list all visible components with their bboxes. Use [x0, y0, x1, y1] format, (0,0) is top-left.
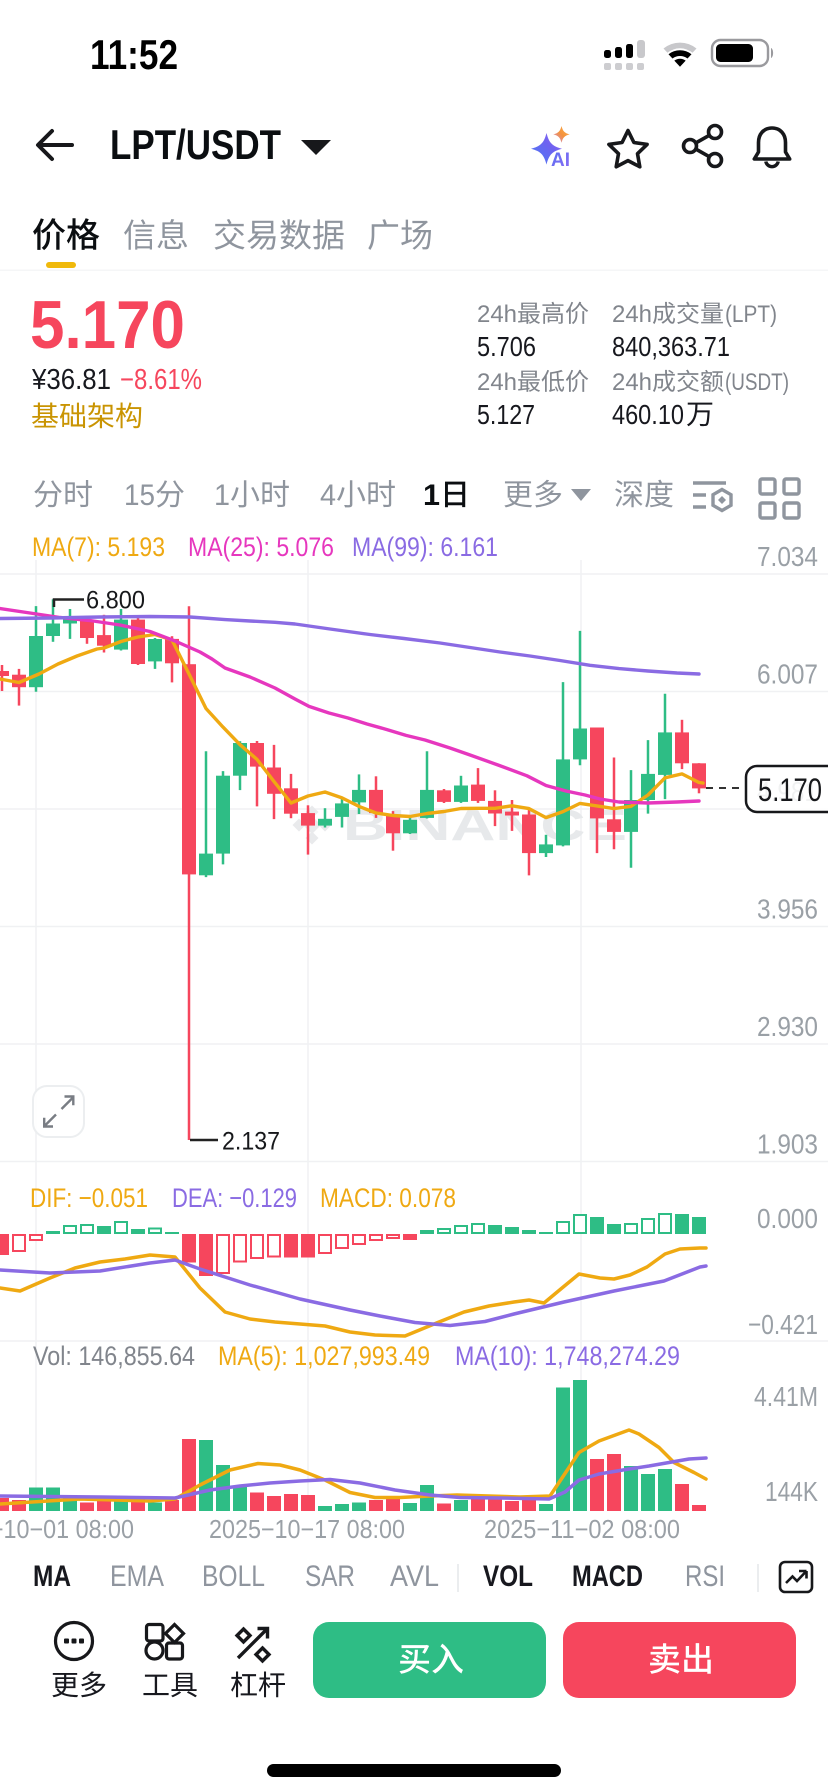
svg-text:5.127: 5.127 — [477, 399, 535, 430]
svg-text:MA(10): 1,748,274.29: MA(10): 1,748,274.29 — [455, 1341, 680, 1371]
svg-text:7.034: 7.034 — [757, 541, 818, 572]
svg-text:MA(7): 5.193: MA(7): 5.193 — [32, 532, 165, 562]
svg-text:VOL: VOL — [483, 1560, 533, 1593]
svg-text:−0.421: −0.421 — [748, 1309, 818, 1340]
svg-text:24h: 24h — [612, 369, 652, 396]
svg-text:460.10: 460.10 — [612, 399, 684, 430]
svg-text:(USDT): (USDT) — [725, 369, 789, 396]
svg-text:6.800: 6.800 — [86, 587, 145, 615]
svg-text:5.170: 5.170 — [758, 772, 822, 808]
svg-text:MA(5): 1,027,993.49: MA(5): 1,027,993.49 — [218, 1341, 430, 1371]
svg-text:4.41M: 4.41M — [754, 1381, 818, 1412]
svg-text:(LPT): (LPT) — [725, 301, 777, 328]
svg-text:3.956: 3.956 — [757, 894, 818, 925]
svg-text:MA: MA — [33, 1560, 71, 1593]
svg-text:SAR: SAR — [305, 1560, 355, 1593]
svg-text:24h: 24h — [477, 369, 517, 396]
svg-text:6.007: 6.007 — [757, 659, 818, 690]
svg-text:AVL: AVL — [390, 1560, 439, 1593]
svg-text:AI: AI — [551, 150, 570, 171]
svg-text:24h: 24h — [477, 301, 517, 328]
svg-text:2025−10−17 08:00: 2025−10−17 08:00 — [209, 1514, 405, 1544]
svg-text:LPT/USDT: LPT/USDT — [110, 121, 281, 168]
svg-text:MACD: 0.078: MACD: 0.078 — [320, 1183, 456, 1213]
svg-text:0.000: 0.000 — [757, 1203, 818, 1234]
svg-text:5.706: 5.706 — [477, 331, 536, 362]
svg-text:1: 1 — [214, 479, 230, 512]
svg-text:MA(25): 5.076: MA(25): 5.076 — [188, 532, 334, 562]
svg-text:¥36.81: ¥36.81 — [31, 364, 111, 396]
svg-text:MACD: MACD — [572, 1560, 643, 1593]
svg-text:2025−11−02 08:00: 2025−11−02 08:00 — [484, 1514, 680, 1544]
svg-text:2.137: 2.137 — [222, 1128, 280, 1156]
svg-text:1.903: 1.903 — [757, 1129, 818, 1160]
svg-text:BOLL: BOLL — [202, 1560, 265, 1593]
svg-text:DIF: −0.051: DIF: −0.051 — [30, 1183, 148, 1213]
svg-text:2025−10−01 08:00: 2025−10−01 08:00 — [0, 1514, 134, 1544]
svg-text:24h: 24h — [612, 301, 652, 328]
svg-text:Vol: 146,855.64: Vol: 146,855.64 — [33, 1341, 195, 1371]
svg-text:2.930: 2.930 — [757, 1011, 818, 1042]
svg-text:−8.61%: −8.61% — [120, 364, 202, 396]
svg-text:MA(99): 6.161: MA(99): 6.161 — [352, 532, 498, 562]
svg-text:1: 1 — [423, 479, 440, 512]
svg-text:15: 15 — [124, 479, 155, 512]
svg-text:5.170: 5.170 — [30, 287, 185, 363]
svg-text:840,363.71: 840,363.71 — [612, 331, 730, 362]
svg-text:4: 4 — [320, 479, 336, 512]
svg-text:EMA: EMA — [110, 1560, 164, 1593]
svg-text:DEA: −0.129: DEA: −0.129 — [172, 1183, 297, 1213]
svg-text:RSI: RSI — [685, 1560, 725, 1593]
svg-text:11:52: 11:52 — [90, 31, 178, 78]
svg-text:144K: 144K — [765, 1476, 818, 1507]
